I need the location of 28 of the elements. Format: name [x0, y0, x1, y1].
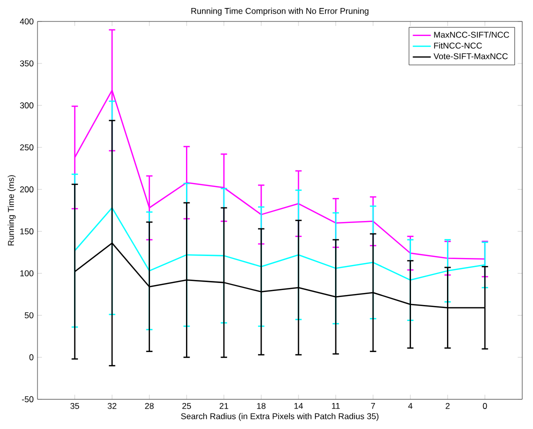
chart-title: Running Time Comprison with No Error Pruning [191, 8, 368, 16]
y-tick-label: 0 [29, 354, 34, 360]
x-tick-label: 32 [108, 403, 116, 410]
x-tick-label: 11 [332, 403, 340, 409]
x-tick-label: 18 [257, 403, 266, 410]
y-tick-label: 100 [20, 270, 34, 276]
x-axis-title: Search Radius (in Extra Pixels with Patch Radius 35) [181, 413, 378, 422]
y-tick-label: 350 [20, 60, 34, 67]
x-tick-label: 25 [182, 403, 191, 410]
legend-label: Vote-SIFT-MaxNCC [434, 53, 508, 60]
x-tick-label: 4 [408, 403, 412, 409]
y-tick-label: 150 [20, 228, 34, 234]
y-tick-label: -50 [22, 396, 34, 402]
x-tick-label: 0 [482, 403, 487, 410]
x-tick-label: 2 [446, 403, 450, 410]
y-tick-label: 250 [20, 144, 34, 151]
y-tick-label: 300 [20, 102, 34, 109]
legend-label: FitNCC-NCC [434, 42, 482, 49]
x-tick-label: 21 [220, 403, 228, 410]
x-tick-label: 28 [145, 403, 154, 410]
x-tick-label: 14 [294, 403, 303, 409]
y-tick-label: 50 [24, 312, 34, 318]
legend-label: MaxNCC-SIFT/NCC [434, 32, 510, 38]
x-tick-label: 35 [70, 403, 80, 410]
y-axis-title: Running Time (ms) [8, 175, 16, 246]
y-tick-label: 400 [20, 18, 34, 25]
x-tick-label: 7 [371, 403, 375, 409]
y-tick-label: 200 [20, 186, 34, 193]
